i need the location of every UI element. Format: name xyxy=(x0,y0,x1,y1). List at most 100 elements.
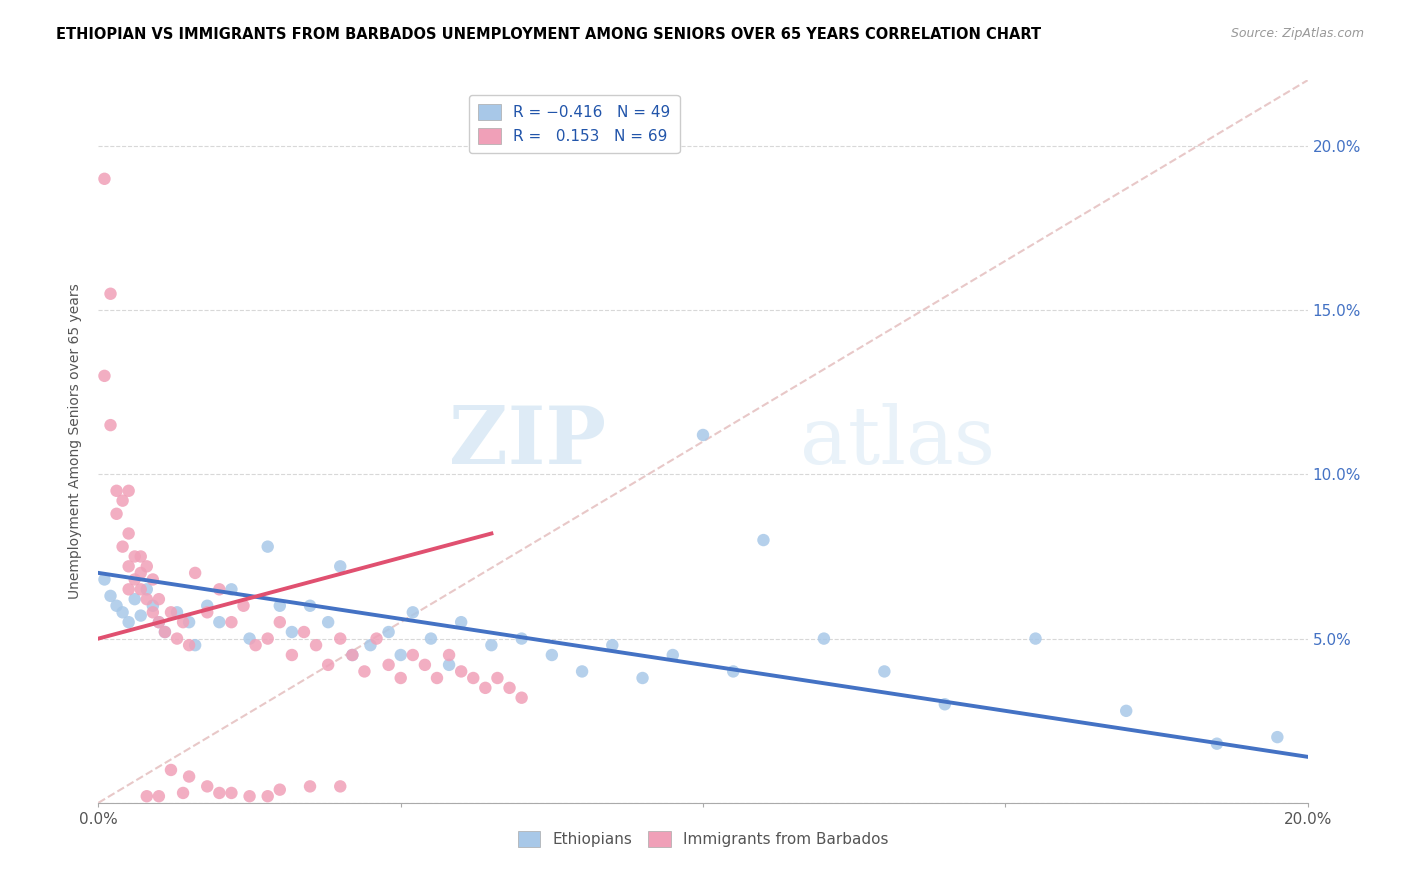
Point xyxy=(179,638,201,652)
Point xyxy=(135,592,157,607)
Point xyxy=(474,681,496,695)
Point xyxy=(299,780,322,794)
Point xyxy=(510,690,533,705)
Point xyxy=(111,493,134,508)
Point xyxy=(752,533,775,547)
Point xyxy=(148,615,170,630)
Point xyxy=(124,573,146,587)
Point xyxy=(221,786,243,800)
Point xyxy=(148,615,170,630)
Point xyxy=(813,632,835,646)
Point xyxy=(256,540,278,554)
Point xyxy=(105,599,128,613)
Point xyxy=(111,540,134,554)
Point xyxy=(93,573,115,587)
Point xyxy=(153,625,176,640)
Point xyxy=(873,665,896,679)
Point xyxy=(723,665,745,679)
Point xyxy=(281,625,304,640)
Point xyxy=(571,665,593,679)
Point xyxy=(329,632,352,646)
Point xyxy=(184,566,207,580)
Point xyxy=(135,789,157,804)
Point xyxy=(420,632,443,646)
Point xyxy=(172,786,194,800)
Point xyxy=(153,625,176,640)
Point xyxy=(256,632,278,646)
Point xyxy=(934,698,956,712)
Point xyxy=(316,657,339,672)
Point xyxy=(281,648,304,662)
Point xyxy=(305,638,328,652)
Point xyxy=(105,507,128,521)
Point xyxy=(184,638,207,652)
Point xyxy=(105,483,128,498)
Point xyxy=(135,559,157,574)
Point xyxy=(142,605,165,619)
Point xyxy=(426,671,449,685)
Point xyxy=(142,599,165,613)
Point xyxy=(269,615,291,630)
Point xyxy=(360,638,382,652)
Point xyxy=(316,615,339,630)
Point xyxy=(166,632,188,646)
Point xyxy=(148,592,170,607)
Point xyxy=(160,763,183,777)
Point xyxy=(221,582,243,597)
Point xyxy=(450,665,472,679)
Point xyxy=(160,605,183,619)
Point xyxy=(1267,730,1289,744)
Point xyxy=(239,632,262,646)
Point xyxy=(389,671,412,685)
Point xyxy=(329,780,352,794)
Point xyxy=(179,770,201,784)
Point xyxy=(299,599,322,613)
Point xyxy=(118,615,141,630)
Point xyxy=(179,615,201,630)
Point xyxy=(631,671,654,685)
Point xyxy=(208,615,231,630)
Point xyxy=(129,549,152,564)
Point xyxy=(124,592,146,607)
Point xyxy=(208,582,231,597)
Point xyxy=(129,608,152,623)
Point xyxy=(389,648,412,662)
Point xyxy=(124,549,146,564)
Y-axis label: Unemployment Among Seniors over 65 years: Unemployment Among Seniors over 65 years xyxy=(69,284,83,599)
Point xyxy=(118,582,141,597)
Point xyxy=(498,681,520,695)
Point xyxy=(463,671,485,685)
Point xyxy=(329,559,352,574)
Point xyxy=(486,671,509,685)
Point xyxy=(342,648,364,662)
Point xyxy=(239,789,262,804)
Point xyxy=(342,648,364,662)
Point xyxy=(413,657,436,672)
Text: ETHIOPIAN VS IMMIGRANTS FROM BARBADOS UNEMPLOYMENT AMONG SENIORS OVER 65 YEARS C: ETHIOPIAN VS IMMIGRANTS FROM BARBADOS UN… xyxy=(56,27,1042,42)
Point xyxy=(245,638,267,652)
Point xyxy=(221,615,243,630)
Point xyxy=(93,368,115,383)
Text: atlas: atlas xyxy=(800,402,995,481)
Point xyxy=(661,648,683,662)
Point xyxy=(481,638,503,652)
Point xyxy=(353,665,375,679)
Point xyxy=(437,657,460,672)
Point xyxy=(100,286,122,301)
Point xyxy=(142,573,165,587)
Point xyxy=(540,648,562,662)
Legend: Ethiopians, Immigrants from Barbados: Ethiopians, Immigrants from Barbados xyxy=(512,825,894,853)
Point xyxy=(148,789,170,804)
Point xyxy=(437,648,460,662)
Point xyxy=(377,657,399,672)
Point xyxy=(118,559,141,574)
Point xyxy=(129,582,152,597)
Point xyxy=(100,589,122,603)
Point xyxy=(402,648,425,662)
Point xyxy=(166,605,188,619)
Point xyxy=(269,599,291,613)
Point xyxy=(377,625,399,640)
Point xyxy=(232,599,254,613)
Point xyxy=(602,638,624,652)
Point xyxy=(1206,737,1229,751)
